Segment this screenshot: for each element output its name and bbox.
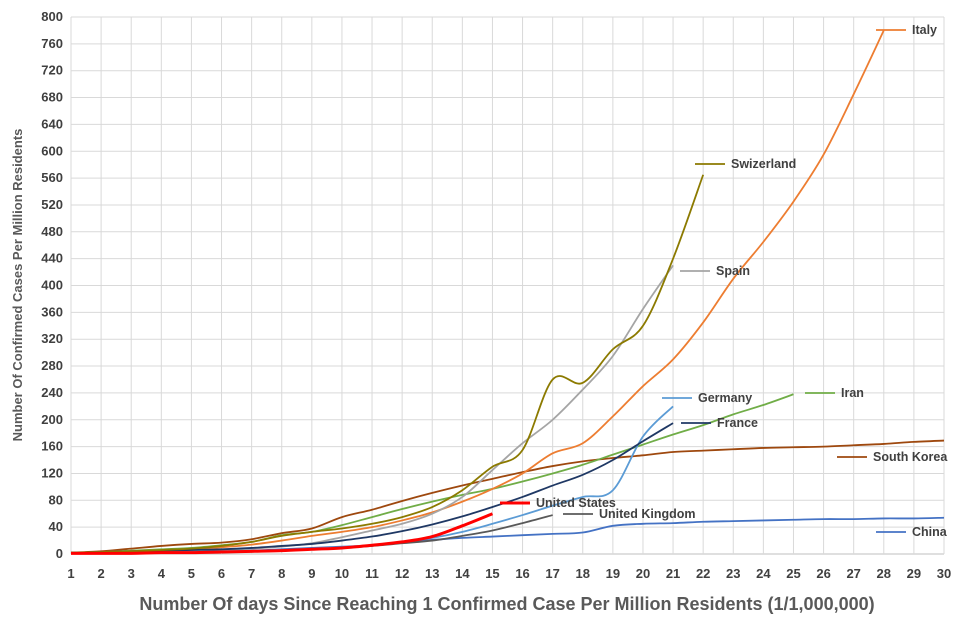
y-tick-label: 760 (41, 36, 63, 51)
y-tick-label: 0 (56, 546, 63, 561)
series-line-swizerland (70, 174, 705, 554)
y-tick-label: 480 (41, 224, 63, 239)
series-label-france: France (717, 416, 758, 430)
y-axis-title: Number Of Confirmed Cases Per Million Re… (10, 129, 25, 442)
y-tick-label: 680 (41, 90, 63, 105)
y-tick-label: 520 (41, 197, 63, 212)
x-tick-label: 17 (545, 566, 559, 581)
x-tick-label: 3 (128, 566, 135, 581)
y-tick-label: 360 (41, 304, 63, 319)
x-tick-label: 22 (696, 566, 710, 581)
series-label-italy: Italy (912, 23, 937, 37)
x-axis-ticks: 1 2 3 4 5 6 7 8 9 10 11 12 13 14 15 16 17 18 19 20 21 22 23 24 2… (67, 566, 951, 581)
y-tick-label: 160 (41, 439, 63, 454)
y-tick-label: 640 (41, 116, 63, 131)
series-line-italy (70, 30, 885, 554)
series-label-united-states: United States (536, 496, 616, 510)
x-tick-label: 21 (666, 566, 680, 581)
x-tick-label: 5 (188, 566, 195, 581)
x-tick-label: 16 (515, 566, 529, 581)
y-tick-label: 400 (41, 278, 63, 293)
series-line-south-korea (70, 439, 945, 554)
x-tick-label: 8 (278, 566, 285, 581)
series-label-china: China (912, 525, 948, 539)
x-tick-label: 29 (907, 566, 921, 581)
x-tick-label: 4 (158, 566, 166, 581)
y-tick-label: 120 (41, 465, 63, 480)
grid (70, 16, 945, 555)
x-tick-label: 2 (97, 566, 104, 581)
x-tick-label: 23 (726, 566, 740, 581)
x-tick-label: 9 (308, 566, 315, 581)
x-tick-label: 30 (937, 566, 951, 581)
x-tick-label: 6 (218, 566, 225, 581)
x-tick-label: 13 (425, 566, 439, 581)
series-label-germany: Germany (698, 391, 752, 405)
series-lines (70, 30, 945, 555)
x-tick-label: 27 (846, 566, 860, 581)
y-tick-label: 280 (41, 358, 63, 373)
x-tick-label: 18 (576, 566, 590, 581)
x-tick-label: 15 (485, 566, 499, 581)
y-tick-label: 320 (41, 331, 63, 346)
y-tick-label: 560 (41, 170, 63, 185)
y-tick-label: 40 (49, 519, 63, 534)
series-labels: South Korea China Iran Italy Spain Germany Fra… (500, 23, 948, 539)
x-tick-label: 24 (756, 566, 771, 581)
series-label-united-kingdom: United Kingdom (599, 507, 696, 521)
x-tick-label: 7 (248, 566, 255, 581)
series-line-united-states (71, 512, 494, 555)
series-label-spain: Spain (716, 264, 750, 278)
y-axis-ticks: 0 40 80 120 160 200 240 280 320 360 400 440 480 520 56… (41, 9, 63, 561)
x-tick-label: 26 (816, 566, 830, 581)
x-axis-title: Number Of days Since Reaching 1 Confirme… (139, 594, 874, 614)
x-tick-label: 12 (395, 566, 409, 581)
y-tick-label: 720 (41, 63, 63, 78)
x-tick-label: 25 (786, 566, 800, 581)
x-tick-label: 1 (67, 566, 74, 581)
x-tick-label: 20 (636, 566, 650, 581)
series-label-south-korea: South Korea (873, 450, 948, 464)
y-tick-label: 200 (41, 412, 63, 427)
x-tick-label: 19 (606, 566, 620, 581)
x-tick-label: 14 (455, 566, 470, 581)
x-tick-label: 10 (335, 566, 349, 581)
y-tick-label: 240 (41, 385, 63, 400)
x-tick-label: 11 (365, 566, 379, 581)
y-tick-label: 440 (41, 251, 63, 266)
y-tick-label: 600 (41, 143, 63, 158)
series-label-swizerland: Swizerland (731, 157, 796, 171)
series-label-iran: Iran (841, 386, 864, 400)
y-tick-label: 80 (49, 492, 63, 507)
y-tick-label: 800 (41, 9, 63, 24)
x-tick-label: 28 (877, 566, 891, 581)
